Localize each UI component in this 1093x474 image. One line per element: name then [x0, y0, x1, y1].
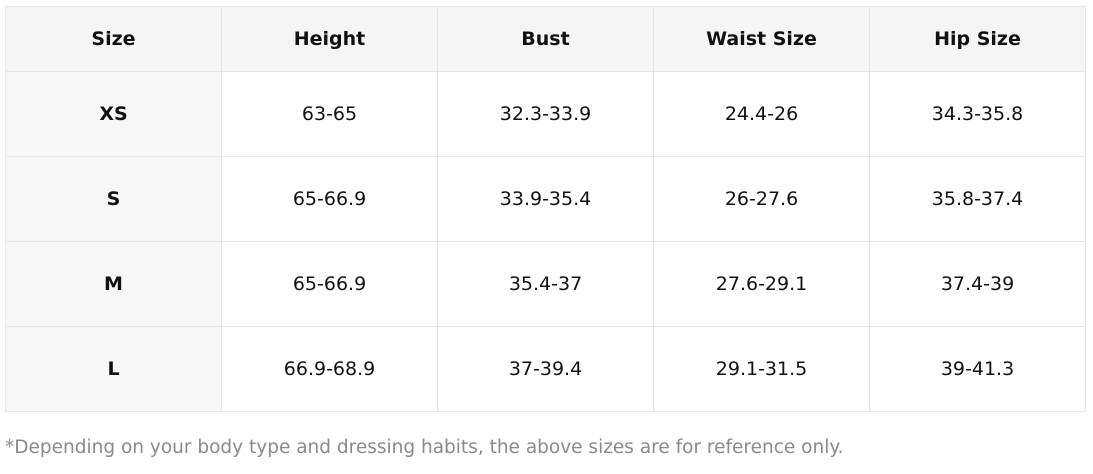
size-cell: S [5, 156, 222, 242]
measure-cell: 65-66.9 [221, 241, 438, 327]
measure-cell: 24.4-26 [653, 71, 870, 157]
table-row: S 65-66.9 33.9-35.4 26-27.6 35.8-37.4 [5, 156, 1086, 242]
header-cell: Waist Size [653, 6, 870, 72]
footnote: *Depending on your body type and dressin… [5, 437, 844, 458]
measure-cell: 26-27.6 [653, 156, 870, 242]
measure-cell: 27.6-29.1 [653, 241, 870, 327]
table-row: M 65-66.9 35.4-37 27.6-29.1 37.4-39 [5, 241, 1086, 327]
measure-cell: 29.1-31.5 [653, 326, 870, 412]
table-row: XS 63-65 32.3-33.9 24.4-26 34.3-35.8 [5, 71, 1086, 157]
measure-cell: 34.3-35.8 [869, 71, 1086, 157]
size-cell: L [5, 326, 222, 412]
header-cell: Hip Size [869, 6, 1086, 72]
header-cell: Bust [437, 6, 654, 72]
table-body: XS 63-65 32.3-33.9 24.4-26 34.3-35.8 S 65-66.9… [5, 71, 1086, 412]
size-cell: M [5, 241, 222, 327]
measure-cell: 32.3-33.9 [437, 71, 654, 157]
table-row: L 66.9-68.9 37-39.4 29.1-31.5 39-41.3 [5, 326, 1086, 412]
measure-cell: 37.4-39 [869, 241, 1086, 327]
measure-cell: 35.8-37.4 [869, 156, 1086, 242]
header-cell: Height [221, 6, 438, 72]
measure-cell: 65-66.9 [221, 156, 438, 242]
header-row: Size Height Bust Waist Size Hip Size [5, 6, 1086, 72]
size-cell: XS [5, 71, 222, 157]
measure-cell: 37-39.4 [437, 326, 654, 412]
size-table: Size Height Bust Waist Size Hip Size XS 63-65… [5, 6, 1086, 412]
measure-cell: 39-41.3 [869, 326, 1086, 412]
measure-cell: 63-65 [221, 71, 438, 157]
measure-cell: 66.9-68.9 [221, 326, 438, 412]
measure-cell: 35.4-37 [437, 241, 654, 327]
measure-cell: 33.9-35.4 [437, 156, 654, 242]
header-cell: Size [5, 6, 222, 72]
